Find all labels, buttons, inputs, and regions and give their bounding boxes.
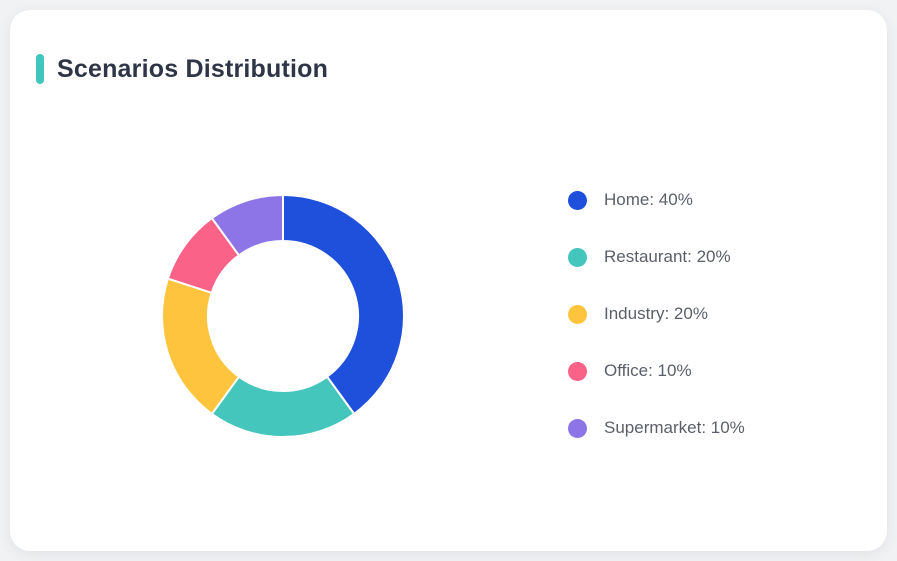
chart-legend: Home: 40% Restaurant: 20% Industry: 20% Off… (568, 188, 745, 473)
donut-segment-industry[interactable] (161, 277, 241, 416)
legend-item-supermarket[interactable]: Supermarket: 10% (568, 416, 745, 440)
legend-item-industry[interactable]: Industry: 20% (568, 302, 745, 326)
donut-chart-svg (161, 193, 405, 438)
scenarios-distribution-card: Scenarios Distribution Home: 40% Restaura… (10, 10, 887, 551)
donut-chart (158, 191, 408, 441)
card-title: Scenarios Distribution (57, 54, 329, 83)
title-accent-bar (36, 54, 44, 84)
legend-dot-supermarket (568, 418, 587, 438)
legend-item-restaurant[interactable]: Restaurant: 20% (568, 245, 745, 269)
legend-dot-restaurant (568, 247, 587, 267)
legend-label: Supermarket: 10% (604, 418, 745, 437)
legend-label: Industry: 20% (604, 304, 708, 323)
legend-item-office[interactable]: Office: 10% (568, 359, 745, 383)
legend-item-home[interactable]: Home: 40% (568, 188, 745, 212)
card-header: Scenarios Distribution (36, 54, 328, 84)
legend-label: Office: 10% (604, 361, 692, 380)
legend-dot-home (568, 190, 587, 210)
donut-segment-home[interactable] (282, 193, 405, 416)
legend-dot-office (568, 361, 587, 381)
donut-segment-supermarket[interactable] (210, 193, 284, 257)
legend-label: Home: 40% (604, 190, 693, 209)
legend-dot-industry (568, 304, 587, 324)
legend-label: Restaurant: 20% (604, 247, 731, 266)
